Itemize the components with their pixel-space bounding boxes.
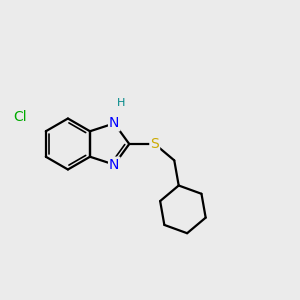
Text: H: H	[117, 98, 125, 108]
Text: N: N	[109, 116, 119, 130]
Text: N: N	[109, 158, 119, 172]
Text: Cl: Cl	[14, 110, 27, 124]
Text: S: S	[150, 137, 159, 151]
